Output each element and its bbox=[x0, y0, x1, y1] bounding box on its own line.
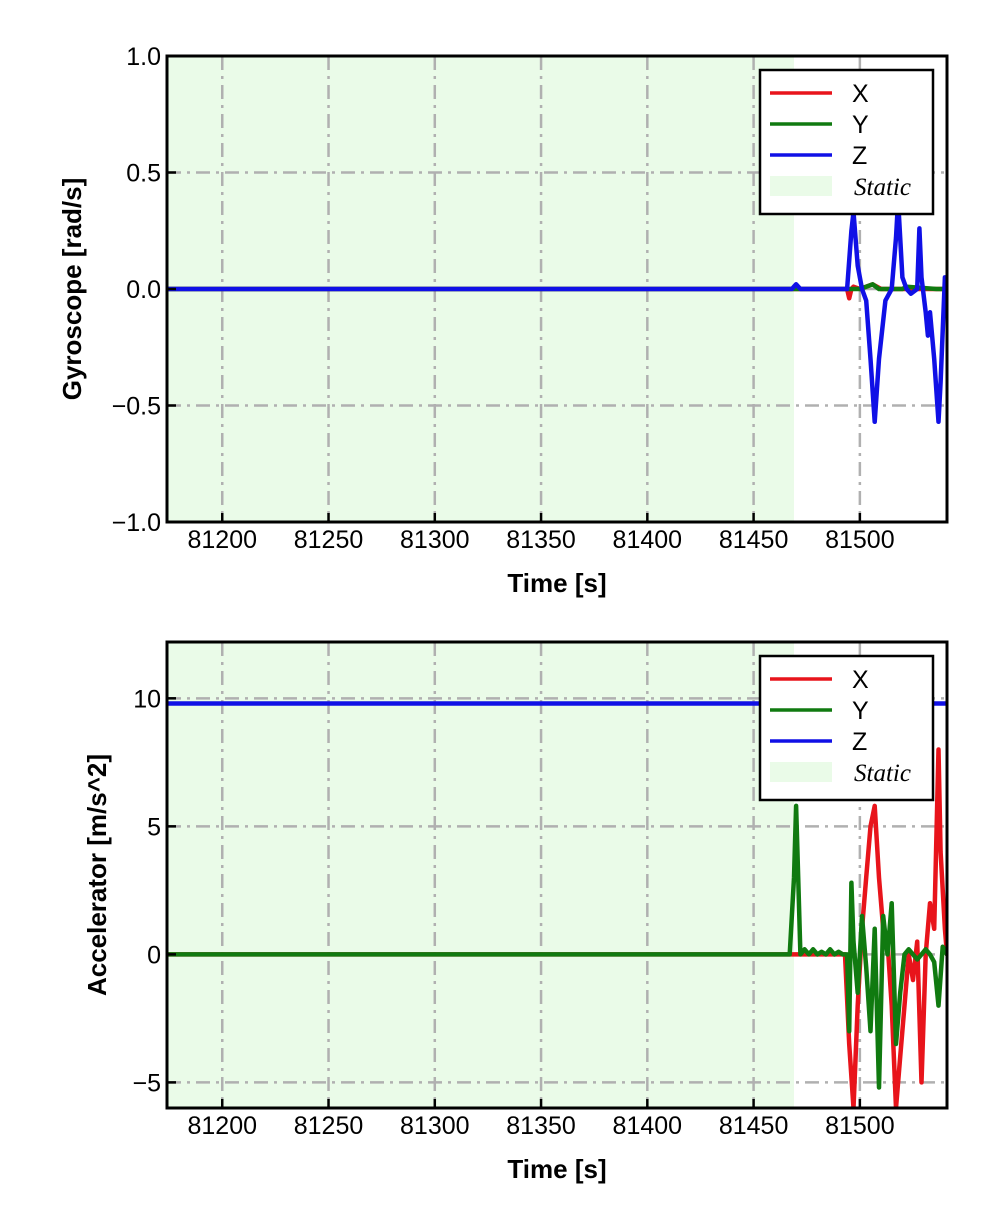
y-tick-label: −5 bbox=[132, 1069, 161, 1097]
x-axis-label: Time [s] bbox=[507, 1154, 606, 1184]
x-tick-label: 81350 bbox=[506, 526, 576, 554]
x-tick-label: 81400 bbox=[613, 1112, 683, 1140]
y-tick-label: 5 bbox=[147, 813, 161, 841]
x-tick-label: 81300 bbox=[400, 526, 470, 554]
x-tick-label: 81200 bbox=[187, 526, 257, 554]
x-axis-label: Time [s] bbox=[507, 568, 606, 598]
y-tick-label: 0.5 bbox=[126, 160, 161, 188]
y-tick-label: −1.0 bbox=[112, 509, 161, 537]
y-axis-label: Gyroscope [rad/s] bbox=[57, 178, 87, 401]
x-tick-label: 81450 bbox=[719, 1112, 789, 1140]
x-tick-label: 81250 bbox=[294, 526, 364, 554]
legend: X Y Z Static bbox=[758, 68, 935, 216]
legend-label-static: Static bbox=[854, 760, 911, 787]
y-axis-label: Accelerator [m/s^2] bbox=[82, 754, 112, 996]
x-tick-label: 81350 bbox=[506, 1112, 576, 1140]
legend-label-x: X bbox=[852, 80, 869, 108]
series-lines bbox=[167, 198, 947, 425]
series-y-line bbox=[167, 803, 947, 1090]
y-tick-label: −0.5 bbox=[112, 393, 161, 421]
plot-frame bbox=[165, 640, 949, 1110]
x-tick-label: 81200 bbox=[187, 1112, 257, 1140]
accelerator-chart: 81200 81250 81300 81350 81400 81450 81500 −5 0 5 1… bbox=[82, 640, 949, 1184]
static-region bbox=[167, 642, 794, 1108]
legend-label-y: Y bbox=[852, 111, 869, 139]
legend-label-static: Static bbox=[854, 174, 911, 201]
x-tick-label: 81300 bbox=[400, 1112, 470, 1140]
ticks: 81200 81250 81300 81350 81400 81450 81500 −1.0 −… bbox=[112, 43, 895, 554]
ticks: 81200 81250 81300 81350 81400 81450 81500 −5 0 5 1… bbox=[132, 685, 894, 1140]
x-tick-label: 81500 bbox=[825, 1112, 895, 1140]
x-tick-label: 81450 bbox=[719, 526, 789, 554]
gyroscope-chart: 81200 81250 81300 81350 81400 81450 81500 −1.0 −… bbox=[57, 43, 949, 598]
y-tick-label: 0.0 bbox=[126, 276, 161, 304]
legend-label-z: Z bbox=[852, 728, 867, 756]
legend-swatch-static bbox=[770, 176, 832, 196]
x-tick-label: 81400 bbox=[613, 526, 683, 554]
legend-label-y: Y bbox=[852, 697, 869, 725]
legend-swatch-static bbox=[770, 762, 832, 782]
y-tick-label: 10 bbox=[133, 685, 161, 713]
legend-label-x: X bbox=[852, 666, 869, 694]
legend: X Y Z Static bbox=[758, 654, 935, 802]
y-tick-label: 0 bbox=[147, 941, 161, 969]
y-tick-label: 1.0 bbox=[126, 43, 161, 71]
x-tick-label: 81500 bbox=[825, 526, 895, 554]
x-tick-label: 81250 bbox=[294, 1112, 364, 1140]
legend-label-z: Z bbox=[852, 142, 867, 170]
series-z-line bbox=[167, 198, 947, 425]
